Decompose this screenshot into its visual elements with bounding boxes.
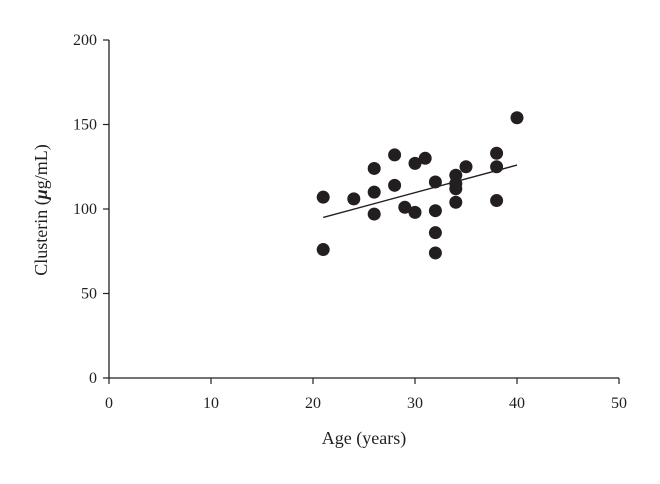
x-tick-label: 0	[105, 395, 113, 412]
data-point	[316, 190, 330, 204]
data-point	[347, 192, 361, 206]
y-tick-label: 50	[81, 286, 97, 303]
data-point	[388, 178, 402, 192]
data-point	[316, 243, 330, 257]
y-axis-label-suffix: g/mL)	[31, 144, 52, 189]
data-point	[449, 195, 463, 209]
y-tick-label: 0	[89, 370, 97, 387]
data-point	[510, 111, 524, 125]
data-point	[428, 175, 442, 189]
data-points	[316, 111, 524, 260]
x-axis-label: Age (years)	[322, 428, 406, 449]
x-tick-label: 50	[611, 395, 627, 412]
data-point	[449, 182, 463, 196]
data-point	[490, 160, 504, 174]
data-point	[367, 185, 381, 199]
data-point	[388, 148, 402, 162]
data-point	[398, 200, 412, 214]
trendline	[323, 164, 518, 219]
trendline-group	[323, 164, 518, 219]
data-point	[367, 161, 381, 175]
data-point	[490, 146, 504, 160]
data-point	[428, 204, 442, 218]
data-point	[418, 151, 432, 165]
y-tick-label: 100	[73, 201, 97, 218]
data-point	[408, 205, 422, 219]
data-point	[490, 194, 504, 208]
y-axis-label-prefix: Clusterin (	[31, 199, 52, 276]
x-tick-label: 30	[407, 395, 423, 412]
ticks: 0 50 100 150 200 0 10 20 30 40 50	[73, 32, 627, 412]
data-point	[459, 160, 473, 174]
axes	[108, 40, 619, 379]
x-tick-label: 10	[203, 395, 219, 412]
y-tick-label: 150	[73, 117, 97, 134]
y-axis-label-mu: μ	[31, 189, 51, 200]
x-tick-label: 20	[305, 395, 321, 412]
data-point	[408, 156, 422, 170]
data-point	[428, 246, 442, 260]
data-point	[367, 207, 381, 221]
data-point	[428, 226, 442, 240]
x-tick-label: 40	[509, 395, 525, 412]
y-tick-label: 200	[73, 32, 97, 49]
y-axis-label: Clusterin (μg/mL)	[31, 144, 52, 276]
